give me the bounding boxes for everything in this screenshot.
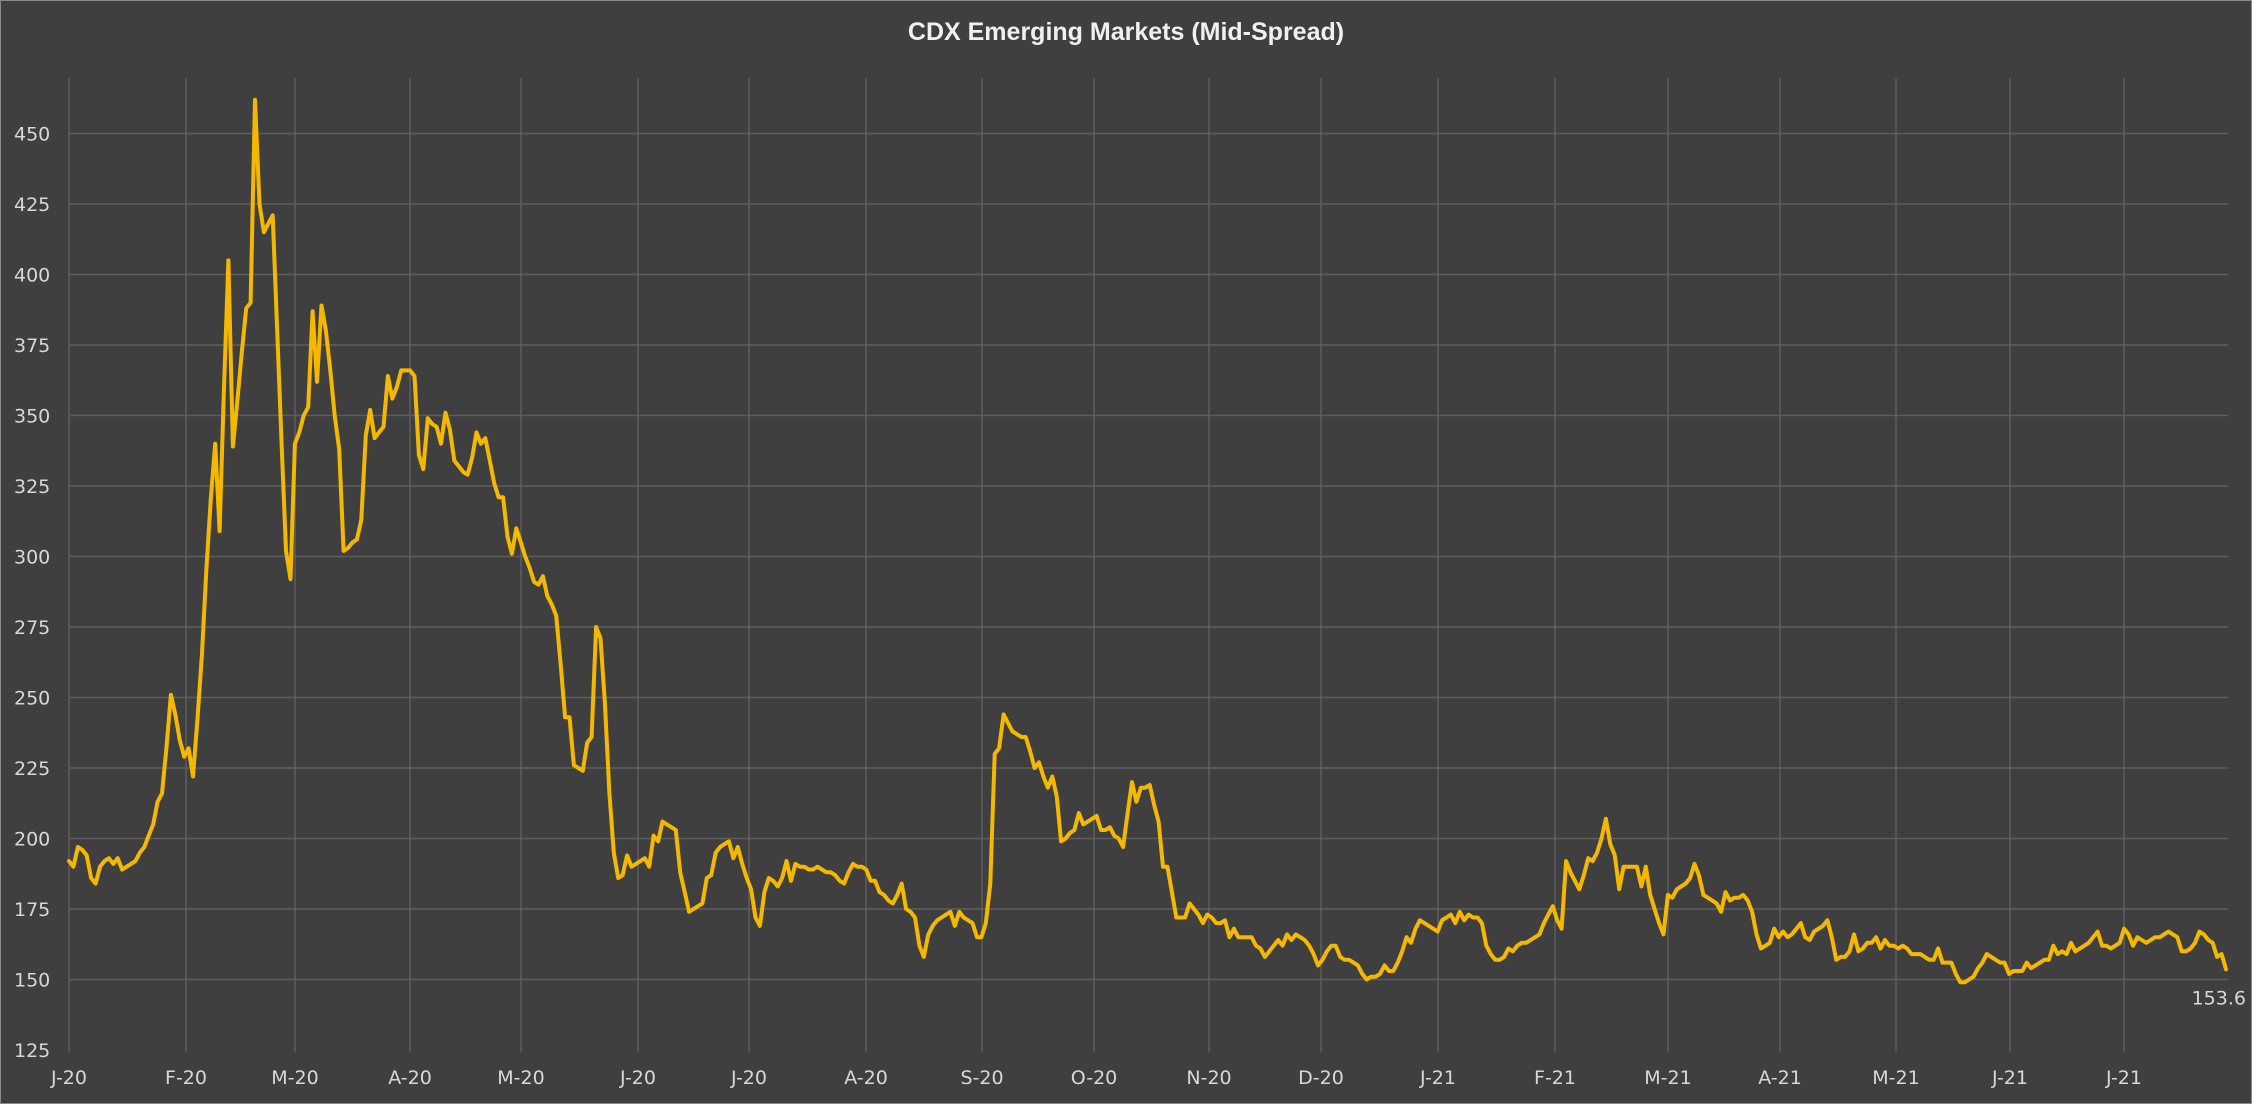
y-tick-label-325: 325 [14,476,50,498]
y-tick-label-400: 400 [14,265,50,287]
x-tick-label-13: F-21 [1534,1067,1576,1089]
y-tick-label-375: 375 [14,335,50,357]
y-tick-label-450: 450 [14,124,50,146]
x-tick-label-6: J-20 [730,1067,767,1089]
x-tick-label-11: D-20 [1298,1067,1344,1089]
x-tick-label-15: A-21 [1758,1067,1802,1089]
last-value-label: 153.6 [2192,987,2246,1009]
x-tick-label-7: A-20 [844,1067,888,1089]
x-tick-label-2: M-20 [271,1067,318,1089]
y-tick-label-150: 150 [14,970,50,992]
x-tick-label-0: J-20 [50,1067,87,1089]
y-tick-label-275: 275 [14,617,50,639]
y-tick-label-300: 300 [14,547,50,569]
x-tick-label-8: S-20 [960,1067,1003,1089]
y-tick-label-200: 200 [14,829,50,851]
x-tick-label-3: A-20 [388,1067,432,1089]
y-tick-label-125: 125 [14,1040,50,1062]
y-tick-label-225: 225 [14,758,50,780]
x-tick-label-12: J-21 [1419,1067,1456,1089]
y-tick-label-250: 250 [14,688,50,710]
x-tick-label-4: M-20 [497,1067,544,1089]
y-tick-label-175: 175 [14,899,50,921]
series-line [67,97,2228,985]
x-tick-label-10: N-20 [1186,1067,1231,1089]
x-tick-label-16: M-21 [1872,1067,1919,1089]
x-tick-label-5: J-20 [619,1067,656,1089]
x-tick-label-18: J-21 [2105,1067,2142,1089]
x-tick-label-14: M-21 [1644,1067,1691,1089]
x-tick-label-9: O-20 [1071,1067,1118,1089]
y-tick-label-350: 350 [14,406,50,428]
x-tick-label-1: F-20 [165,1067,207,1089]
chart-title: CDX Emerging Markets (Mid-Spread) [907,18,1345,46]
y-tick-label-425: 425 [14,194,50,216]
x-tick-label-17: J-21 [1991,1067,2028,1089]
